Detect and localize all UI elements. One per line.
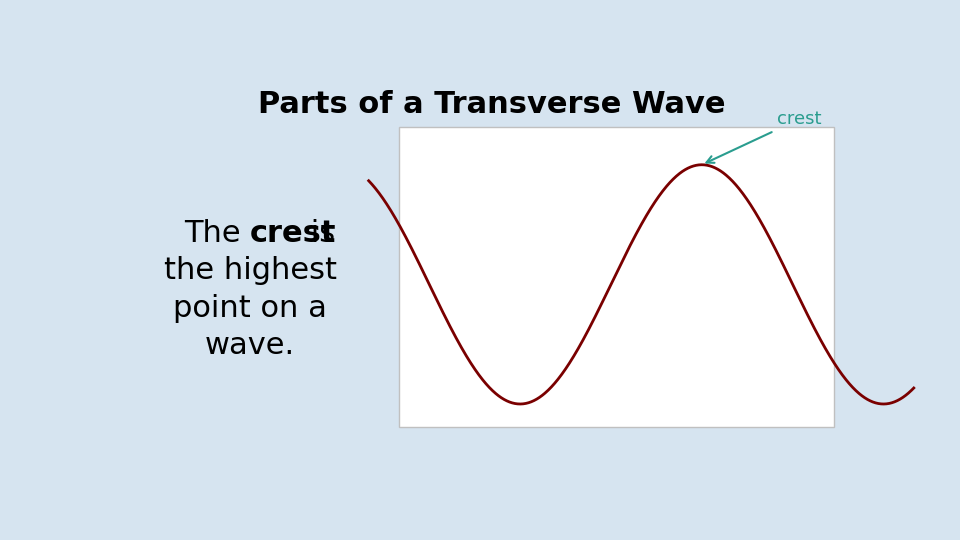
Text: crest: crest (707, 110, 822, 163)
Text: wave.: wave. (205, 331, 296, 360)
Text: crest: crest (251, 219, 337, 248)
Text: point on a: point on a (173, 294, 327, 322)
Text: the highest: the highest (164, 256, 337, 285)
Text: Parts of a Transverse Wave: Parts of a Transverse Wave (258, 90, 726, 119)
Text: is: is (300, 219, 335, 248)
FancyBboxPatch shape (399, 127, 834, 427)
Text: The: The (183, 219, 251, 248)
